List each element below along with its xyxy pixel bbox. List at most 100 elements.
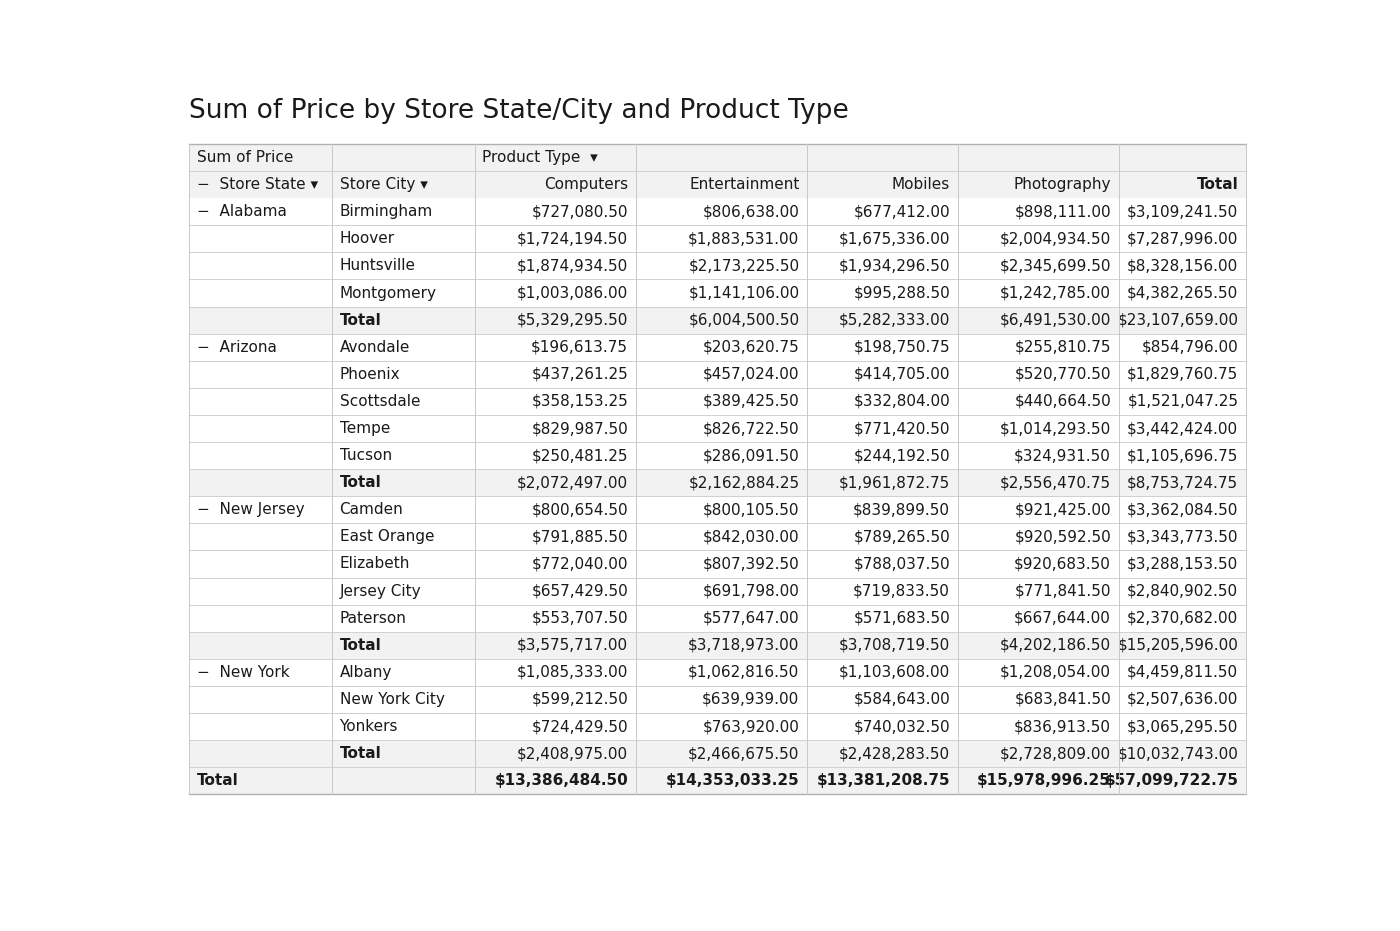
Text: $3,362,084.50: $3,362,084.50 <box>1127 503 1238 518</box>
Text: $457,024.00: $457,024.00 <box>703 367 799 382</box>
Text: Scottsdale: Scottsdale <box>340 394 420 409</box>
Text: Total: Total <box>340 746 381 762</box>
Text: $839,899.50: $839,899.50 <box>853 503 951 518</box>
Text: −  New Jersey: − New Jersey <box>196 503 304 518</box>
Text: $244,192.50: $244,192.50 <box>854 448 951 463</box>
Bar <box>189 496 1246 523</box>
Text: $2,556,470.75: $2,556,470.75 <box>1000 475 1112 491</box>
Text: $1,521,047.25: $1,521,047.25 <box>1127 394 1238 409</box>
Text: Photography: Photography <box>1014 177 1112 192</box>
Text: $57,099,722.75: $57,099,722.75 <box>1105 774 1238 789</box>
Text: $1,208,054.00: $1,208,054.00 <box>1000 665 1112 680</box>
Text: $2,004,934.50: $2,004,934.50 <box>1000 231 1112 247</box>
Bar <box>189 306 1246 333</box>
Bar <box>189 659 1246 686</box>
Text: $4,202,186.50: $4,202,186.50 <box>1000 638 1112 653</box>
Text: $3,708,719.50: $3,708,719.50 <box>839 638 951 653</box>
Text: $719,833.50: $719,833.50 <box>853 584 951 599</box>
Text: $898,111.00: $898,111.00 <box>1015 204 1112 219</box>
Bar <box>189 171 1246 198</box>
Bar <box>189 144 1246 171</box>
Text: $15,978,996.25: $15,978,996.25 <box>977 774 1112 789</box>
Text: Store City ▾: Store City ▾ <box>340 177 427 192</box>
Text: $584,643.00: $584,643.00 <box>854 692 951 707</box>
Text: $740,032.50: $740,032.50 <box>854 719 951 734</box>
Text: $800,105.50: $800,105.50 <box>703 503 799 518</box>
Text: $772,040.00: $772,040.00 <box>532 557 629 572</box>
Text: $836,913.50: $836,913.50 <box>1014 719 1112 734</box>
Text: $2,408,975.00: $2,408,975.00 <box>517 746 629 762</box>
Text: Total: Total <box>340 475 381 491</box>
Text: $203,620.75: $203,620.75 <box>703 340 799 355</box>
Text: $1,934,296.50: $1,934,296.50 <box>839 259 951 274</box>
Text: $14,353,033.25: $14,353,033.25 <box>666 774 799 789</box>
Bar <box>189 252 1246 279</box>
Text: New York City: New York City <box>340 692 444 707</box>
Text: $332,804.00: $332,804.00 <box>854 394 951 409</box>
Bar <box>189 388 1246 415</box>
Text: $1,874,934.50: $1,874,934.50 <box>517 259 629 274</box>
Text: $4,382,265.50: $4,382,265.50 <box>1127 286 1238 301</box>
Text: $789,265.50: $789,265.50 <box>854 530 951 545</box>
Text: $414,705.00: $414,705.00 <box>854 367 951 382</box>
Text: $1,105,696.75: $1,105,696.75 <box>1127 448 1238 463</box>
Text: $440,664.50: $440,664.50 <box>1015 394 1112 409</box>
Text: $8,753,724.75: $8,753,724.75 <box>1127 475 1238 491</box>
Bar <box>189 469 1246 496</box>
Text: $15,205,596.00: $15,205,596.00 <box>1117 638 1238 653</box>
Text: Entertainment: Entertainment <box>689 177 799 192</box>
Text: $196,613.75: $196,613.75 <box>531 340 629 355</box>
Text: $771,841.50: $771,841.50 <box>1015 584 1112 599</box>
Text: $3,718,973.00: $3,718,973.00 <box>689 638 799 653</box>
Bar <box>189 279 1246 306</box>
Text: $2,072,497.00: $2,072,497.00 <box>517 475 629 491</box>
Text: $3,575,717.00: $3,575,717.00 <box>517 638 629 653</box>
Text: $250,481.25: $250,481.25 <box>532 448 629 463</box>
Text: Total: Total <box>340 313 381 328</box>
Text: $791,885.50: $791,885.50 <box>532 530 629 545</box>
Bar <box>189 360 1246 388</box>
Text: $2,466,675.50: $2,466,675.50 <box>689 746 799 762</box>
Text: $691,798.00: $691,798.00 <box>703 584 799 599</box>
Text: $198,750.75: $198,750.75 <box>854 340 951 355</box>
Text: $2,173,225.50: $2,173,225.50 <box>689 259 799 274</box>
Text: $920,683.50: $920,683.50 <box>1014 557 1112 572</box>
Text: −  Store State ▾: − Store State ▾ <box>196 177 318 192</box>
Text: $324,931.50: $324,931.50 <box>1014 448 1112 463</box>
Bar <box>189 415 1246 442</box>
Bar <box>189 713 1246 740</box>
Text: −  Arizona: − Arizona <box>196 340 277 355</box>
Text: $2,840,902.50: $2,840,902.50 <box>1127 584 1238 599</box>
Text: $5,282,333.00: $5,282,333.00 <box>839 313 951 328</box>
Text: $520,770.50: $520,770.50 <box>1015 367 1112 382</box>
Text: Avondale: Avondale <box>340 340 410 355</box>
Bar <box>189 442 1246 469</box>
Text: $921,425.00: $921,425.00 <box>1015 503 1112 518</box>
Text: $437,261.25: $437,261.25 <box>532 367 629 382</box>
Text: Tempe: Tempe <box>340 421 389 436</box>
Bar <box>189 225 1246 252</box>
Text: $389,425.50: $389,425.50 <box>703 394 799 409</box>
Text: $800,654.50: $800,654.50 <box>532 503 629 518</box>
Text: $683,841.50: $683,841.50 <box>1015 692 1112 707</box>
Text: Total: Total <box>1197 177 1238 192</box>
Text: Albany: Albany <box>340 665 392 680</box>
Text: Hoover: Hoover <box>340 231 395 247</box>
Text: $2,345,699.50: $2,345,699.50 <box>1000 259 1112 274</box>
Text: $6,004,500.50: $6,004,500.50 <box>689 313 799 328</box>
Text: $1,103,608.00: $1,103,608.00 <box>839 665 951 680</box>
Text: $2,162,884.25: $2,162,884.25 <box>689 475 799 491</box>
Text: $3,343,773.50: $3,343,773.50 <box>1127 530 1238 545</box>
Bar <box>189 604 1246 632</box>
Text: $1,003,086.00: $1,003,086.00 <box>517 286 629 301</box>
Text: Birmingham: Birmingham <box>340 204 433 219</box>
Text: $3,442,424.00: $3,442,424.00 <box>1127 421 1238 436</box>
Text: −  Alabama: − Alabama <box>196 204 287 219</box>
Text: Yonkers: Yonkers <box>340 719 398 734</box>
Text: $2,507,636.00: $2,507,636.00 <box>1127 692 1238 707</box>
Bar <box>189 523 1246 550</box>
Bar <box>189 632 1246 659</box>
Text: −  New York: − New York <box>196 665 290 680</box>
Text: $1,014,293.50: $1,014,293.50 <box>1000 421 1112 436</box>
Text: $7,287,996.00: $7,287,996.00 <box>1127 231 1238 247</box>
